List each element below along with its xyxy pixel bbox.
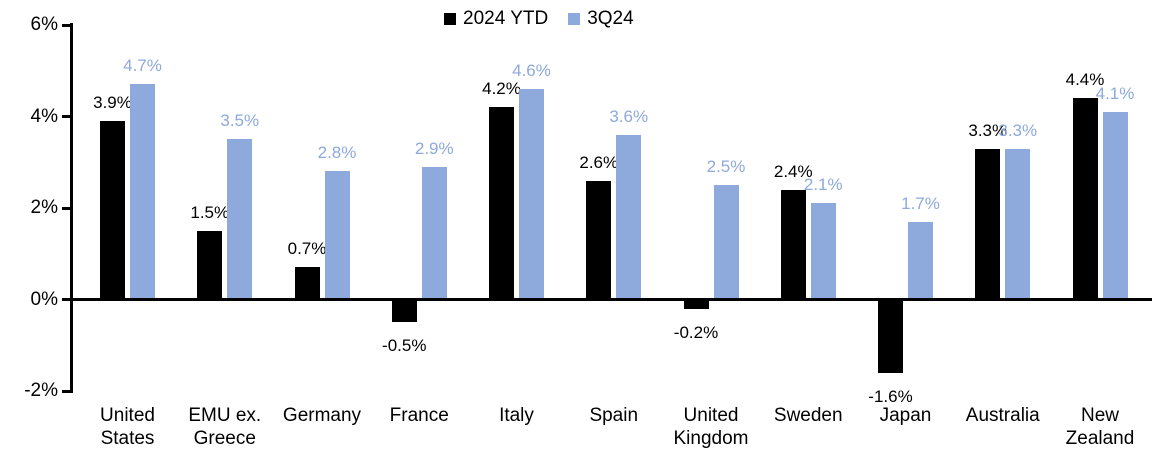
y-axis-tick-mark — [62, 23, 70, 27]
bar-2024ytd-japan — [878, 299, 903, 373]
y-axis-tick-label: 2% — [30, 197, 58, 218]
bar-3q24-spain — [616, 134, 642, 300]
bar-2024ytd-sweden — [780, 189, 806, 300]
legend-item-2024-ytd: 2024 YTD — [444, 8, 548, 30]
category-label-italy: Italy — [499, 405, 534, 426]
x-axis-zero-line — [70, 298, 1152, 301]
value-label-3q24-germany: 2.8% — [317, 143, 357, 163]
bar-3q24-united-kingdom — [713, 185, 739, 300]
value-label-3q24-japan: 1.7% — [901, 193, 940, 213]
value-label-2024ytd-united-states: 3.9% — [93, 93, 132, 113]
category-label-japan: Japan — [879, 405, 932, 426]
value-label-3q24-australia: 3.3% — [998, 120, 1038, 140]
category-label-united-kingdom: United Kingdom — [673, 405, 749, 449]
bar-2024ytd-united-states — [100, 121, 125, 300]
bar-2024ytd-emu-ex.-greece — [197, 230, 223, 300]
value-label-2024ytd-united-kingdom: -0.2% — [673, 322, 719, 342]
value-label-3q24-france: 2.9% — [414, 138, 454, 158]
bar-3q24-germany — [324, 171, 350, 300]
bar-3q24-italy — [519, 89, 544, 300]
legend-label-3q24: 3Q24 — [587, 8, 634, 29]
value-label-3q24-united-states: 4.7% — [123, 56, 162, 76]
bar-3q24-united-states — [130, 84, 155, 300]
legend-swatch-3q24 — [568, 13, 581, 25]
y-axis-line — [70, 23, 73, 393]
bar-2024ytd-spain — [586, 180, 612, 300]
value-label-2024ytd-emu-ex.-greece: 1.5% — [190, 202, 230, 222]
value-label-2024ytd-spain: 2.6% — [579, 152, 619, 172]
bar-3q24-japan — [908, 221, 933, 300]
value-label-2024ytd-new-zealand: 4.4% — [1065, 70, 1105, 90]
bar-3q24-emu-ex.-greece — [227, 139, 253, 300]
value-label-2024ytd-germany: 0.7% — [287, 239, 327, 259]
value-label-2024ytd-japan: -1.6% — [868, 386, 913, 406]
value-label-3q24-sweden: 2.1% — [803, 175, 843, 195]
bar-2024ytd-germany — [294, 267, 320, 300]
value-label-2024ytd-australia: 3.3% — [968, 120, 1008, 140]
bar-3q24-new-zealand — [1102, 111, 1128, 300]
bar-2024ytd-new-zealand — [1072, 98, 1098, 300]
category-label-united-states: United States — [100, 405, 155, 449]
category-label-france: France — [389, 405, 449, 426]
bar-2024ytd-italy — [489, 107, 514, 300]
value-label-2024ytd-sweden: 2.4% — [773, 161, 813, 181]
chart-legend: 2024 YTD 3Q24 — [444, 8, 634, 30]
bar-3q24-france — [421, 166, 447, 300]
bar-3q24-australia — [1005, 148, 1031, 300]
value-label-3q24-emu-ex.-greece: 3.5% — [220, 111, 260, 131]
value-label-2024ytd-italy: 4.2% — [482, 79, 521, 99]
y-axis-tick-label: 4% — [30, 105, 58, 127]
y-axis-tick-label: 0% — [30, 288, 58, 310]
category-label-emu-ex.-greece: EMU ex. Greece — [188, 405, 262, 449]
y-axis-tick-mark — [62, 115, 70, 118]
value-label-3q24-united-kingdom: 2.5% — [706, 157, 746, 177]
y-axis-tick-mark — [62, 298, 70, 301]
category-label-new-zealand: New Zealand — [1065, 405, 1135, 449]
y-axis-tick-mark — [62, 389, 70, 393]
legend-swatch-2024-ytd — [444, 13, 456, 25]
legend-item-3q24: 3Q24 — [568, 8, 634, 30]
y-axis-tick-label: 6% — [30, 14, 58, 35]
bar-2024ytd-australia — [975, 148, 1001, 300]
category-label-australia: Australia — [965, 405, 1040, 426]
value-label-3q24-new-zealand: 4.1% — [1095, 83, 1135, 103]
bar-2024ytd-united-kingdom — [683, 299, 709, 309]
bar-2024ytd-france — [391, 299, 417, 323]
value-label-2024ytd-france: -0.5% — [382, 336, 427, 356]
category-label-germany: Germany — [282, 405, 362, 426]
value-label-3q24-italy: 4.6% — [512, 61, 551, 81]
y-axis-tick-mark — [62, 206, 70, 210]
category-label-spain: Spain — [589, 405, 639, 426]
bar-3q24-sweden — [810, 203, 836, 300]
y-axis-tick-label: -2% — [24, 380, 58, 401]
legend-label-2024-ytd: 2024 YTD — [463, 8, 549, 29]
value-label-3q24-spain: 3.6% — [609, 106, 649, 126]
category-label-sweden: Sweden — [773, 405, 843, 426]
